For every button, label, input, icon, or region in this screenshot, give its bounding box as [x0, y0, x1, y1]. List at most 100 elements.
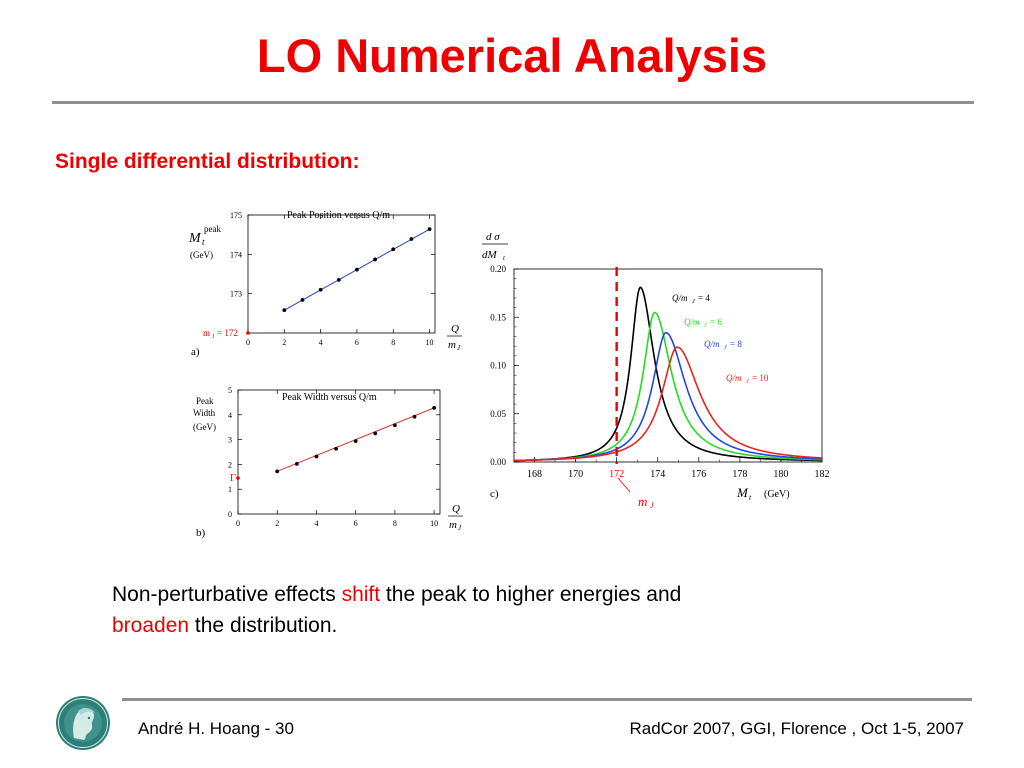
a-data-point	[300, 298, 305, 302]
peak-width-gamma-label: Γ	[230, 473, 236, 484]
distribution-xlabel-sub: t	[749, 493, 752, 502]
a-data-point	[336, 278, 341, 282]
b-data-point	[275, 469, 280, 474]
b-y-tick-label: 2	[228, 460, 232, 469]
c-series-line-0	[513, 286, 823, 462]
c-x-tick-label: 182	[815, 469, 830, 480]
distribution-ylabel-num: d σ	[486, 231, 500, 243]
b-y-tick-label: 0	[228, 510, 232, 519]
b-data-point	[392, 423, 397, 428]
a-data-point	[427, 227, 432, 232]
paragraph-text-1: Non-perturbative effects	[112, 583, 342, 606]
c-y-tick-label: 0.20	[490, 264, 506, 274]
a-y-tick-label: 175	[230, 211, 242, 220]
c-x-tick-label: 174	[650, 469, 665, 480]
c-legend-value-0: = 4	[698, 293, 710, 303]
paragraph-text-2: the peak to higher energies and	[380, 583, 682, 606]
footer-divider	[122, 698, 972, 701]
b-data-point	[353, 439, 358, 443]
c-legend-name-1: Q/m	[684, 317, 700, 327]
a-data-point	[355, 267, 359, 272]
a-data-point	[318, 287, 323, 292]
b-data-point	[334, 446, 338, 451]
b-y-tick-label: 1	[228, 485, 232, 494]
c-y-tick-label: 0.10	[490, 361, 506, 371]
b-data-point	[314, 454, 319, 459]
peak-position-xlabel-den-sub: J	[457, 344, 461, 352]
a-data-point	[391, 247, 396, 252]
section-subtitle: Single differential distribution:	[55, 150, 360, 173]
b-y-tick-label: 3	[228, 436, 232, 445]
b-frame	[237, 389, 441, 515]
peak-position-plot: 0 2 4 6 8 10 173 174 175 Peak Position versus Q/…	[188, 210, 462, 358]
peak-width-marks	[236, 405, 437, 480]
max-planck-seal-logo	[56, 696, 110, 750]
c-legend-value-3: = 10	[752, 373, 769, 383]
paragraph-highlight-broaden: broaden	[112, 614, 190, 637]
distribution-xlabel: M	[736, 485, 749, 500]
title-divider	[52, 101, 974, 104]
c-legend-name-0: Q/m	[672, 293, 688, 303]
b-y-tick-label: 5	[228, 386, 232, 395]
c-legend-sub-2: J	[724, 345, 727, 351]
distribution-plot: 168 170 172 174 176 178 180 182 0.00 0.05 0.10 0.15…	[482, 231, 830, 510]
slide-title: LO Numerical Analysis	[256, 29, 768, 82]
b-x-tick-label: 8	[393, 519, 397, 528]
c-legend-value-1: = 6	[710, 317, 722, 327]
c-series-line-3	[513, 346, 823, 462]
c-y-tick-label: 0.15	[490, 312, 506, 322]
a-data-point	[282, 308, 287, 313]
a-x-tick-label: 8	[391, 338, 395, 347]
distribution-legend: Q/m J = 4Q/m J = 6Q/m J = 8Q/m J = 10	[672, 293, 769, 385]
peak-width-plot: 0 2 4 6 8 10 0 1 2 3 4 5 Peak Width versus Q/m Peak…	[193, 386, 463, 539]
peak-width-axes: 0 2 4 6 8 10 0 1 2 3 4 5	[228, 386, 441, 528]
b-x-tick-label: 6	[354, 519, 358, 528]
peak-position-ylabel-unit: (GeV)	[190, 250, 213, 260]
peak-width-xlabel-den: m	[449, 519, 457, 531]
distribution-marker-label-sub: J	[650, 501, 654, 510]
c-legend-sub-1: J	[704, 323, 707, 329]
a-x-tick-label: 10	[426, 338, 434, 347]
b-x-tick-label: 0	[236, 519, 240, 528]
peak-position-title: Peak Position versus Q/m	[287, 210, 390, 221]
c-frame	[513, 268, 823, 463]
peak-position-xlabel-den: m	[448, 339, 456, 351]
c-y-tick-label: 0.05	[490, 409, 506, 419]
a-y-tick-label: 173	[230, 290, 242, 299]
conclusion-paragraph: Non-perturbative effects shift the peak …	[112, 579, 712, 641]
a-x-tick-label: 2	[282, 338, 286, 347]
c-legend-sub-0: J	[692, 299, 695, 305]
peak-position-axes: 0 2 4 6 8 10 173 174 175	[230, 211, 436, 347]
distribution-ylabel-den-sub: t	[503, 254, 506, 262]
c-legend-sub-3: J	[746, 379, 749, 385]
c-legend-name-3: Q/m	[726, 373, 742, 383]
c-x-tick-label: 180	[773, 469, 788, 480]
b-x-tick-label: 4	[314, 519, 318, 528]
a-data-point	[409, 237, 414, 241]
distribution-xlabel-unit: (GeV)	[764, 489, 790, 500]
b-data-point	[432, 405, 437, 410]
b-data-point	[412, 414, 417, 419]
c-legend-value-2: = 8	[730, 339, 742, 349]
paragraph-highlight-shift: shift	[341, 583, 381, 606]
peak-width-ylabel-line-2: Width	[193, 408, 216, 418]
a-data-point	[373, 257, 377, 262]
peak-width-panel-label: b)	[196, 527, 206, 539]
peak-width-xlabel-num: Q	[452, 503, 460, 515]
a-frame	[247, 214, 436, 334]
peak-position-ylabel-sup: peak	[204, 224, 221, 234]
peak-position-marks	[246, 227, 432, 335]
distribution-panel-label: c)	[490, 488, 499, 500]
peak-position-ylabel-sub: t	[202, 237, 205, 247]
c-y-tick-label: 0.00	[490, 457, 506, 467]
a-x-tick-label: 4	[319, 338, 323, 347]
peak-width-ylabel-line-3: (GeV)	[193, 422, 216, 432]
peak-width-title: Peak Width versus Q/m	[282, 392, 377, 403]
distribution-ylabel-den: dM	[482, 249, 498, 261]
a-baseline-marker	[246, 331, 250, 335]
peak-position-xlabel-num: Q	[451, 323, 459, 335]
peak-position-baseline-label: m	[203, 328, 210, 338]
distribution-marker-label: m	[638, 494, 647, 509]
b-data-point	[294, 462, 299, 466]
c-x-tick-label: 172	[609, 469, 624, 480]
